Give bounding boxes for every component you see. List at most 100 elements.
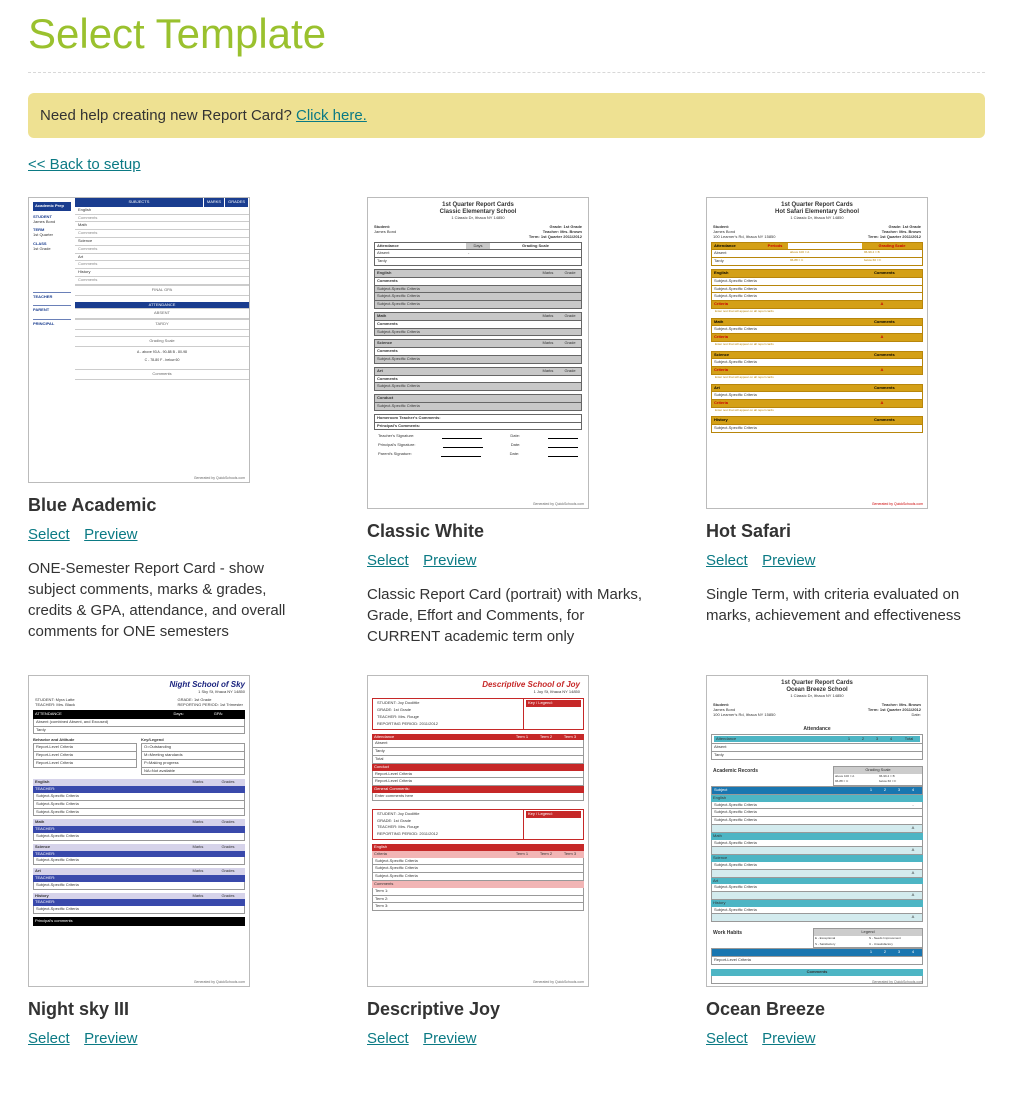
thumb-text: Grades <box>213 869 243 874</box>
template-thumbnail[interactable]: 1st Quarter Report Cards Classic Element… <box>367 197 589 509</box>
thumb-text: 4 <box>906 788 920 793</box>
preview-link[interactable]: Preview <box>84 526 137 543</box>
thumb-text: General Comments: <box>372 786 584 793</box>
thumb-text: 1st Quarter Report Cards <box>781 202 853 208</box>
thumb-text: Total <box>372 756 584 764</box>
thumb-text: Attendance <box>375 243 466 250</box>
thumb-text: English <box>35 780 183 785</box>
thumb-text: REPORTING PERIOD: 2011/2012 <box>375 831 521 838</box>
thumb-text: Date: <box>510 452 520 457</box>
thumb-text: Subject-Specific Criteria <box>375 383 581 390</box>
template-thumbnail[interactable]: Night School of Sky 1 Sky St, Ithaca NY … <box>28 675 250 987</box>
thumb-text: Grading Scale <box>834 767 922 774</box>
thumb-text: Comments <box>75 230 249 237</box>
thumb-text: Subject-Specific Criteria <box>33 801 245 809</box>
thumb-text: REPORTING PERIOD: 2011/2012 <box>375 721 521 728</box>
thumb-text: Periods <box>762 243 788 250</box>
thumb-text: Descriptive School of Joy <box>368 676 588 690</box>
template-description: ONE-Semester Report Card - show subject … <box>28 558 307 642</box>
preview-link[interactable]: Preview <box>423 552 476 569</box>
thumb-text: Academic Records <box>711 766 833 786</box>
thumb-text: Comments <box>75 246 249 253</box>
thumb-text: Grade <box>559 368 581 375</box>
thumb-text: 4 <box>906 950 920 955</box>
template-description: Single Term, with criteria evaluated on … <box>706 584 985 626</box>
thumb-text: Key / Legend: <box>526 700 581 707</box>
thumb-text: Absent <box>712 250 762 257</box>
template-thumbnail[interactable]: Descriptive School of Joy 1 Joy St, Itha… <box>367 675 589 987</box>
template-thumbnail[interactable]: 1st Quarter Report Cards Ocean Breeze Sc… <box>706 675 928 987</box>
thumb-text: 96-88 = C <box>834 779 878 785</box>
thumb-text: Enter comments here <box>372 793 584 801</box>
thumb-text: PRINCIPAL <box>33 319 71 327</box>
thumb-text: Art <box>75 254 209 261</box>
thumb-text: Grading Scale <box>75 336 249 347</box>
thumb-text: TARDY <box>75 319 249 330</box>
thumb-text: Classic Elementary School <box>440 209 517 215</box>
thumb-text: Report-Level Criteria <box>372 771 584 779</box>
preview-link[interactable]: Preview <box>762 1030 815 1047</box>
thumb-text: 2 <box>856 736 870 743</box>
thumb-text: REPORTING PERIOD: 1st Trimester <box>178 702 244 707</box>
thumb-text: Report-Level Criteria <box>372 778 584 786</box>
thumb-text: M=Meeting standards <box>141 752 245 760</box>
thumb-text: Subject-Specific Criteria <box>375 329 581 336</box>
thumb-text: Comments <box>75 277 249 284</box>
select-link[interactable]: Select <box>28 1030 70 1047</box>
thumb-text: Term 2 <box>534 735 558 740</box>
thumb-text: 1 <box>864 788 878 793</box>
template-card-night-sky: Night School of Sky 1 Sky St, Ithaca NY … <box>28 675 307 1062</box>
thumb-text: Subject-Specific Criteria <box>375 301 581 308</box>
thumb-text: 1 <box>864 950 878 955</box>
thumb-text: Subject-Specific Criteria <box>714 818 920 823</box>
thumb-text: Grades <box>213 845 243 850</box>
thumb-text: Tardy <box>375 258 466 265</box>
thumb-text: Term 3 <box>558 852 582 857</box>
thumb-text: Subject-Specific Criteria <box>375 403 581 410</box>
thumb-text: Science <box>711 855 923 862</box>
template-card-descriptive-joy: Descriptive School of Joy 1 Joy St, Itha… <box>367 675 646 1062</box>
thumb-text: Subject-Specific Criteria <box>375 293 581 300</box>
thumb-text: Subject-Specific Criteria <box>33 793 245 801</box>
thumb-text: FINAL GPA <box>75 285 249 296</box>
template-thumbnail[interactable]: Academic Prep STUDENT James Bond TERM 1s… <box>28 197 250 483</box>
thumb-text: Report-Level Criteria <box>33 752 137 760</box>
preview-link[interactable]: Preview <box>84 1030 137 1047</box>
back-to-setup-link[interactable]: << Back to setup <box>28 156 141 173</box>
select-link[interactable]: Select <box>706 552 748 569</box>
thumb-text: A <box>872 367 892 374</box>
preview-link[interactable]: Preview <box>762 552 815 569</box>
thumb-text: Math <box>712 319 872 326</box>
template-thumbnail[interactable]: 1st Quarter Report Cards Hot Safari Elem… <box>706 197 928 509</box>
select-link[interactable]: Select <box>367 552 409 569</box>
thumb-text: Subject-Specific Criteria <box>33 833 245 841</box>
thumb-text: Comments <box>372 881 584 888</box>
template-card-ocean-breeze: 1st Quarter Report Cards Ocean Breeze Sc… <box>706 675 985 1062</box>
thumb-text: History <box>35 894 183 899</box>
select-link[interactable]: Select <box>706 1030 748 1047</box>
thumb-text: English <box>711 795 923 802</box>
thumb-text: U - Unsatisfactory <box>868 942 922 948</box>
thumb-text: Report-Level Criteria <box>33 743 137 752</box>
thumb-text: Generated by QuickSchools.com <box>194 980 245 984</box>
thumb-text: Date: <box>510 434 520 439</box>
thumb-text: below 60 = F <box>878 779 922 785</box>
thumb-text: GRADE: 1st Grade <box>375 707 521 714</box>
thumb-text: Subject-Specific Criteria <box>712 359 872 366</box>
thumb-text: 100 Learner's Rd, Ithaca NY 15850 <box>713 712 776 717</box>
preview-link[interactable]: Preview <box>423 1030 476 1047</box>
thumb-text: English <box>712 270 872 277</box>
thumb-text: 1 Classic Dr, Ithaca NY 14850 <box>451 215 504 220</box>
thumb-text: ATTENDANCE <box>35 712 174 717</box>
thumb-text: Term 1: <box>372 888 584 896</box>
help-banner-link[interactable]: Click here. <box>296 107 367 124</box>
select-link[interactable]: Select <box>28 526 70 543</box>
thumb-text: Enter text that will appear on all repor… <box>711 342 923 348</box>
select-link[interactable]: Select <box>367 1030 409 1047</box>
thumb-text: Criteria <box>374 852 510 857</box>
thumb-text: Report-Level Criteria <box>33 760 137 768</box>
thumb-text: Academic Prep <box>33 202 71 211</box>
thumb-text: 1st Quarter <box>33 233 71 238</box>
thumb-text: S - Satisfactory <box>814 942 868 948</box>
template-name: Blue Academic <box>28 495 307 516</box>
